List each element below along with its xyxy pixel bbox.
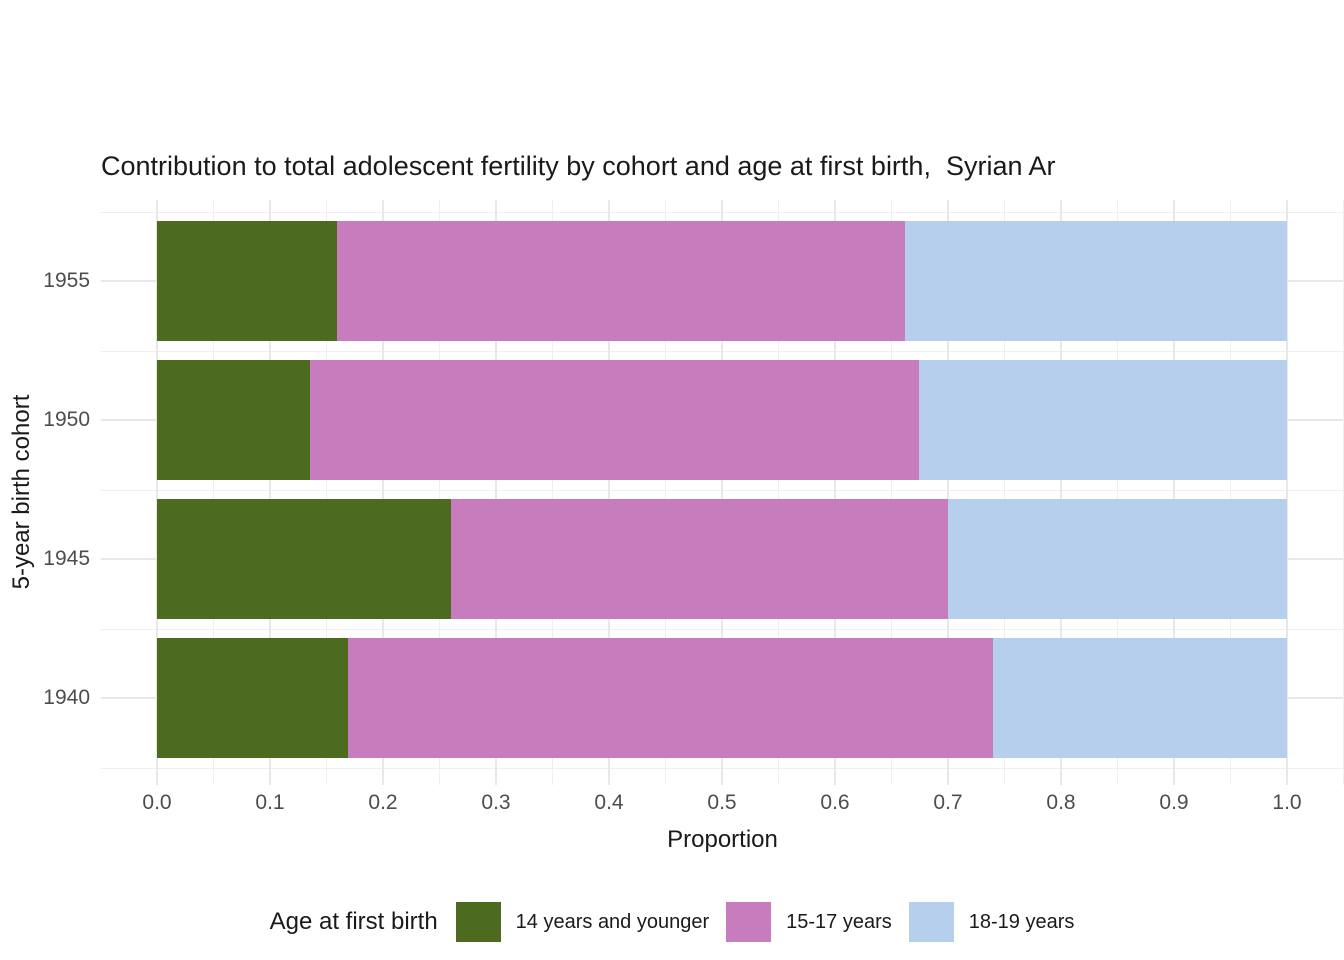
gridline-vertical-minor bbox=[552, 200, 553, 785]
bar-segment-1950-14-years-and-younger bbox=[157, 360, 310, 480]
gridline-vertical-minor bbox=[1004, 200, 1005, 785]
x-tick-label-0.2: 0.2 bbox=[368, 791, 398, 814]
gridline-vertical-major bbox=[608, 200, 610, 785]
x-tick-label-0.5: 0.5 bbox=[707, 791, 737, 814]
legend: Age at first birth 14 years and younger 1… bbox=[0, 896, 1344, 948]
legend-swatch bbox=[455, 902, 501, 942]
bar-segment-1955-15-17-years bbox=[336, 221, 906, 341]
legend-swatch bbox=[908, 902, 954, 942]
gridline-vertical-major bbox=[495, 200, 497, 785]
legend-label: 14 years and younger bbox=[515, 910, 710, 933]
gridline-vertical-minor bbox=[1230, 200, 1231, 785]
gridline-vertical-major bbox=[156, 200, 158, 785]
gridline-vertical-major bbox=[1173, 200, 1175, 785]
y-tick-label-1955: 1955 bbox=[43, 269, 90, 292]
legend-label: 15-17 years bbox=[786, 910, 892, 933]
gridline-vertical-major bbox=[834, 200, 836, 785]
gridline-vertical-major bbox=[1060, 200, 1062, 785]
chart-title: Contribution to total adolescent fertili… bbox=[101, 151, 1056, 181]
x-tick-label-0.0: 0.0 bbox=[142, 791, 172, 814]
legend-swatch bbox=[726, 902, 772, 942]
gridline-vertical-minor bbox=[326, 200, 327, 785]
bar-segment-1940-15-17-years bbox=[347, 638, 994, 758]
bar-segment-1950-18-19-years bbox=[918, 360, 1287, 480]
bar-segment-1945-14-years-and-younger bbox=[157, 499, 451, 619]
bar-segment-1950-15-17-years bbox=[309, 360, 919, 480]
y-tick-label-1950: 1950 bbox=[43, 408, 90, 431]
y-tick-label-1945: 1945 bbox=[43, 547, 90, 570]
bar-segment-1955-14-years-and-younger bbox=[157, 221, 337, 341]
gridline-vertical-major bbox=[382, 200, 384, 785]
x-tick-label-0.7: 0.7 bbox=[933, 791, 963, 814]
bar-segment-1945-18-19-years bbox=[948, 499, 1287, 619]
bar-segment-1940-18-19-years bbox=[993, 638, 1287, 758]
legend-item-14-years-and-younger: 14 years and younger bbox=[455, 902, 710, 942]
x-tick-label-0.3: 0.3 bbox=[481, 791, 511, 814]
gridline-vertical-major bbox=[721, 200, 723, 785]
x-tick-label-0.8: 0.8 bbox=[1046, 791, 1076, 814]
gridline-vertical-minor bbox=[439, 200, 440, 785]
y-axis-title: 5-year birth cohort bbox=[8, 394, 35, 590]
gridline-vertical-minor bbox=[665, 200, 666, 785]
gridline-vertical-minor bbox=[1117, 200, 1118, 785]
gridline-vertical-major bbox=[947, 200, 949, 785]
bar-segment-1940-14-years-and-younger bbox=[157, 638, 348, 758]
legend-title: Age at first birth bbox=[269, 908, 438, 935]
x-tick-label-0.1: 0.1 bbox=[255, 791, 285, 814]
x-tick-label-1.0: 1.0 bbox=[1272, 791, 1302, 814]
x-axis-title: Proportion bbox=[667, 826, 778, 853]
gridline-vertical-minor bbox=[778, 200, 779, 785]
gridline-vertical-minor bbox=[891, 200, 892, 785]
bar-segment-1955-18-19-years bbox=[905, 221, 1287, 341]
legend-label: 18-19 years bbox=[968, 910, 1075, 933]
legend-item-15-17-years: 15-17 years bbox=[726, 902, 892, 942]
gridline-vertical-major bbox=[269, 200, 271, 785]
y-tick-label-1940: 1940 bbox=[43, 686, 90, 709]
plot-panel bbox=[101, 200, 1344, 785]
gridline-vertical-major bbox=[1286, 200, 1288, 785]
bar-segment-1945-15-17-years bbox=[450, 499, 948, 619]
gridline-vertical-minor bbox=[213, 200, 214, 785]
x-tick-label-0.9: 0.9 bbox=[1159, 791, 1189, 814]
x-tick-label-0.4: 0.4 bbox=[594, 791, 624, 814]
x-tick-label-0.6: 0.6 bbox=[820, 791, 850, 814]
legend-item-18-19-years: 18-19 years bbox=[908, 902, 1075, 942]
legend-items: 14 years and younger 15-17 years 18-19 yea… bbox=[455, 902, 1075, 942]
